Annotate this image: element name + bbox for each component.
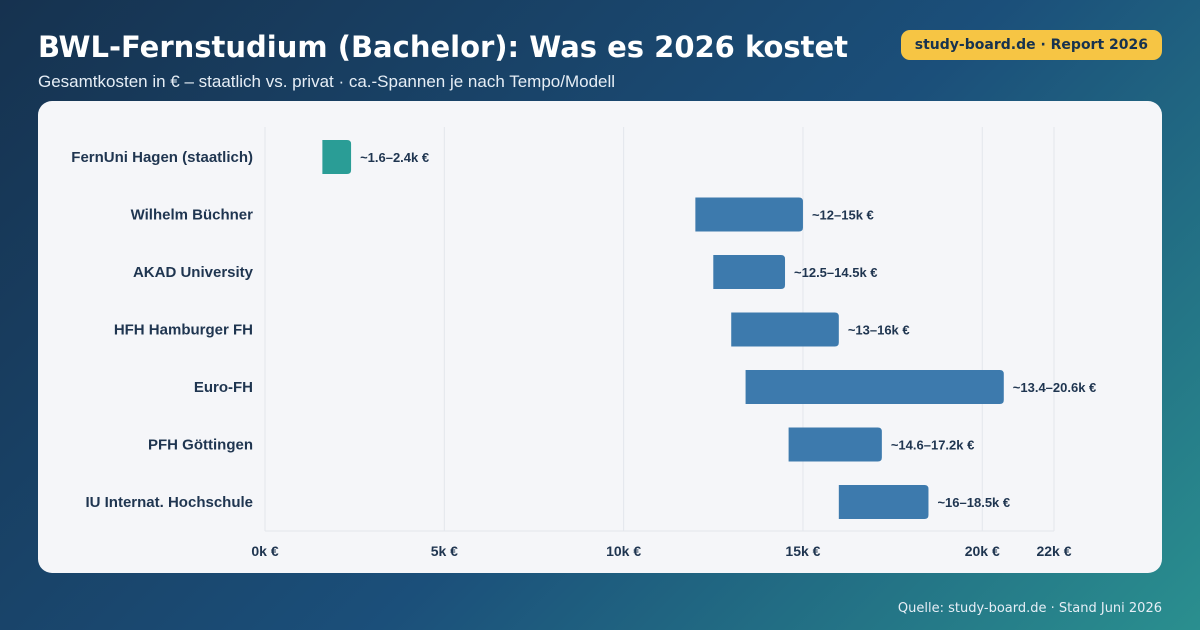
range-bar-5 [788,427,882,462]
category-label-1: Wilhelm Büchner [131,207,254,224]
x-tick-label-2: 10k € [606,543,641,559]
range-bar-6 [838,485,929,519]
value-label-1: ~12–15k € [812,208,874,223]
category-label-5: PFH Göttingen [148,437,253,454]
category-label-4: Euro-FH [194,379,253,396]
value-label-0: ~1.6–2.4k € [360,150,429,165]
value-label-2: ~12.5–14.5k € [794,265,878,280]
grid-layer [264,127,1055,532]
range-bar-2 [713,255,786,289]
range-bar-3 [731,312,839,347]
x-tick-label-4: 20k € [965,543,1000,559]
x-tick-label-3: 15k € [785,543,820,559]
value-label-4: ~13.4–20.6k € [1013,380,1097,395]
category-label-2: AKAD University [133,264,254,281]
category-label-3: HFH Hamburger FH [114,322,253,339]
label-layer: 0k € 5k € 10k € 15k € 20k € 22k € FernUni Hage… [71,149,1096,559]
source-note: Quelle: study-board.de · Stand Juni 2026 [897,601,1162,616]
value-label-5: ~14.6–17.2k € [891,438,975,453]
range-bar-chart: 0k € 5k € 10k € 15k € 20k € 22k € FernUni Hage… [71,127,1096,559]
x-tick-label-0: 0k € [251,543,278,559]
chart-card: 0k € 5k € 10k € 15k € 20k € 22k € FernUni Hage… [38,101,1162,573]
report-badge: study-board.de · Report 2026 [900,30,1162,60]
category-label-6: IU Internat. Hochschule [85,494,253,511]
value-label-3: ~13–16k € [848,323,910,338]
bar-layer [322,140,1004,519]
page-subtitle: Gesamtkosten in € – staatlich vs. privat… [38,72,616,91]
page-title: BWL-Fernstudium (Bachelor): Was es 2026 … [38,30,849,64]
x-tick-label-5: 22k € [1036,543,1071,559]
category-label-0: FernUni Hagen (staatlich) [71,149,253,166]
range-bar-1 [695,197,803,232]
value-label-6: ~16–18.5k € [937,495,1010,510]
x-tick-label-1: 5k € [431,543,458,559]
range-bar-0 [322,140,352,174]
range-bar-4 [745,370,1004,404]
